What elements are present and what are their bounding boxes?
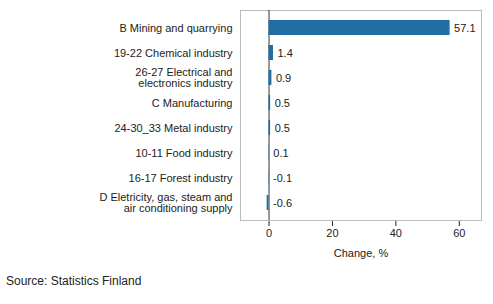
svg-text:60: 60 [453, 227, 465, 239]
svg-text:40: 40 [390, 227, 402, 239]
svg-text:-0.1: -0.1 [273, 172, 292, 184]
svg-text:20: 20 [326, 227, 338, 239]
svg-text:26-27 Electrical andelectronic: 26-27 Electrical andelectronics industry [135, 66, 233, 89]
svg-text:24-30_33 Metal industry: 24-30_33 Metal industry [114, 122, 233, 134]
svg-text:D Eletricity, gas, steam andai: D Eletricity, gas, steam andair conditio… [99, 191, 233, 214]
svg-text:57.1: 57.1 [454, 22, 475, 34]
svg-text:0.1: 0.1 [273, 147, 288, 159]
svg-text:0.5: 0.5 [275, 97, 290, 109]
svg-text:Change, %: Change, % [334, 247, 389, 259]
svg-text:0.5: 0.5 [275, 122, 290, 134]
svg-text:10-11 Food industry: 10-11 Food industry [135, 147, 233, 159]
svg-text:19-22 Chemical industry: 19-22 Chemical industry [114, 47, 233, 59]
svg-text:1.4: 1.4 [277, 47, 292, 59]
svg-text:B Mining and quarrying: B Mining and quarrying [119, 22, 232, 34]
svg-text:C Manufacturing: C Manufacturing [152, 97, 233, 109]
html-text:Source: Statistics Finland: Source: Statistics Finland [6, 274, 142, 288]
svg-text:-0.6: -0.6 [273, 197, 292, 209]
svg-text:0.9: 0.9 [276, 72, 291, 84]
svg-text:16-17 Forest industry: 16-17 Forest industry [129, 172, 233, 184]
svg-text:0: 0 [266, 227, 272, 239]
